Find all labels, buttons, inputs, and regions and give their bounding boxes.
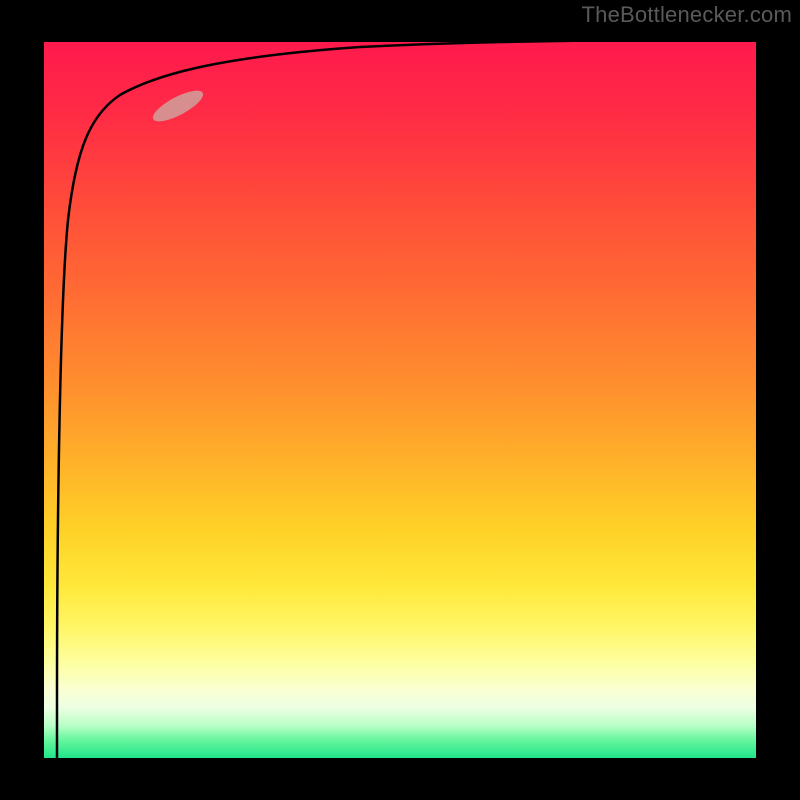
chart-svg [0, 0, 800, 800]
chart-root: TheBottlenecker.com [0, 0, 800, 800]
watermark-text: TheBottlenecker.com [582, 2, 792, 28]
plot-area [44, 42, 756, 758]
